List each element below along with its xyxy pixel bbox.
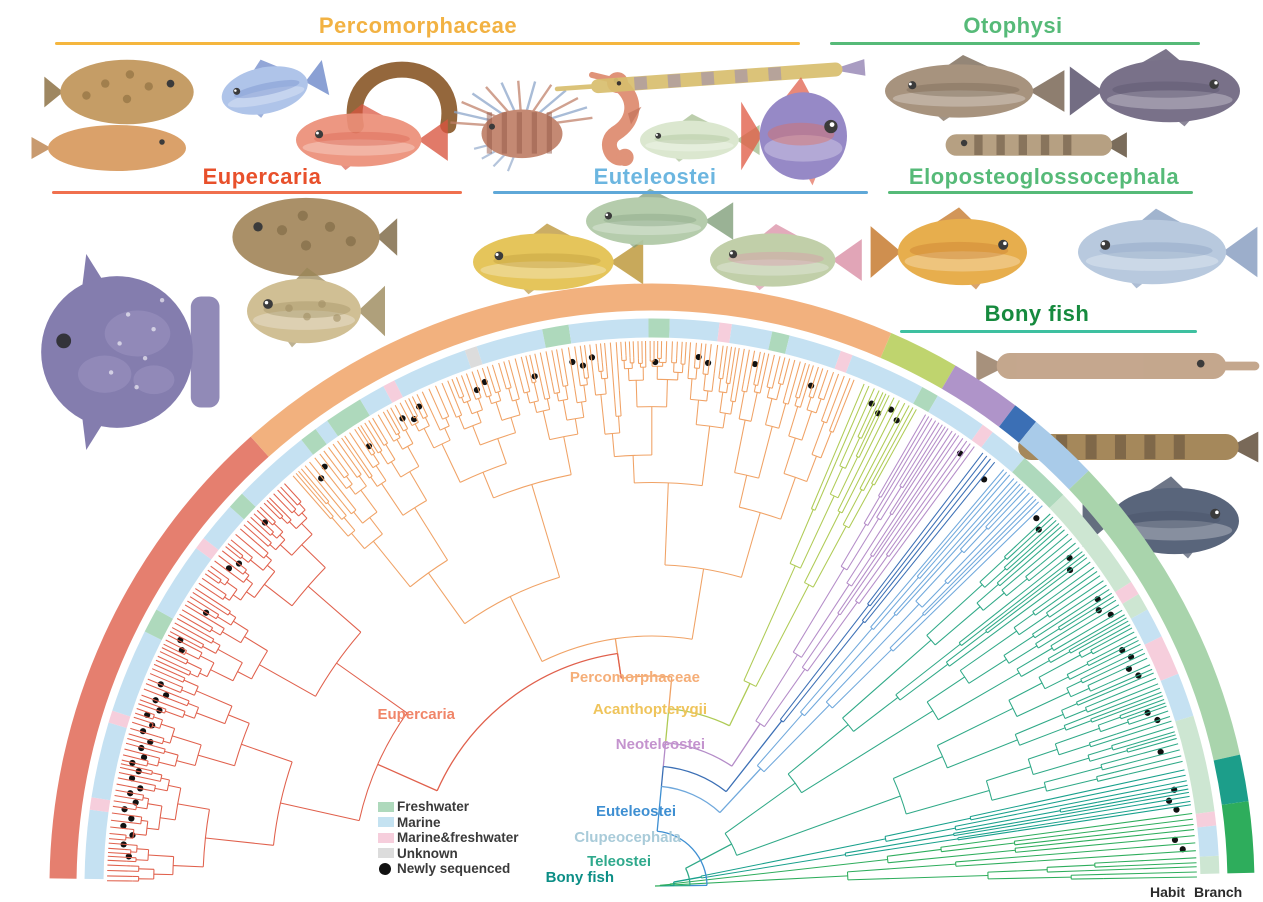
legend-color-swatch [378,832,394,843]
group-label-euteleostei: Euteleostei [593,164,717,189]
branch-caption: Branch [1194,884,1243,900]
clade-neoteleostei [755,414,975,728]
eel-illustration [346,61,458,134]
sole-illustration [31,125,186,171]
legend-item-label: Marine [397,814,441,830]
catfish-dark-illustration [1069,48,1240,127]
tarpon-illustration [1078,208,1258,289]
green-trout-illustration [586,188,734,249]
rainbow-trout-illustration [710,224,862,291]
group-label-eupercaria: Eupercaria [202,164,322,189]
group-label-eloposteoglossocephala: Eloposteoglossocephala [908,164,1180,189]
clade-teal-basal [700,769,1191,879]
pufferfish-illustration [247,267,385,348]
catfish-brown-illustration [885,55,1065,122]
clade-node-label-bonyfish: Bony fish [545,869,614,886]
clade-basal-green [669,812,1197,886]
clade-otocephala [724,513,1183,856]
legend-item-marine: Marine [378,815,519,831]
golden-trout-illustration [473,223,644,295]
legend-color-swatch [378,801,394,812]
legend-color-swatch [378,817,394,828]
group-underline-bonyfish [900,330,1197,333]
clade-percomorphaceae [292,341,855,662]
clade-stomiati [779,452,996,723]
group-label-bonyfish: Bony fish [984,301,1090,326]
opah-illustration [741,77,847,186]
clade-node-label-acanthopterygii: Acanthopterygii [592,701,707,718]
group-underline-otophysi [830,42,1200,45]
legend-item-label: Newly sequenced [397,861,511,876]
clade-node-label-percomorphaceae: Percomorphaceae [569,669,700,686]
legend: Freshwater Marine Marine&freshwater Unknown… [378,799,519,877]
legend-item-newly-sequenced: Newly sequenced [378,861,519,877]
habit-caption: Habit [1150,884,1185,900]
clade-eupercaria [107,483,408,882]
ocean-sunfish-illustration [41,253,220,451]
clade-node-label-neoteleostei: Neoteleostei [615,736,705,753]
clade-node-label-teleostei: Teleostei [587,853,651,870]
annotation-rings [49,283,1255,880]
legend-item-unknown: Unknown [378,846,519,862]
medaka-illustration [640,113,760,162]
monkfish-illustration [232,197,398,277]
pipefish-illustration [554,59,866,94]
legend-item-label: Freshwater [397,799,470,814]
clade-node-label-eupercaria: Eupercaria [377,706,455,723]
group-underline-eupercaria [52,191,462,194]
ribbonfish-illustration [221,59,330,118]
tree-backbone [377,638,783,887]
gar-illustration [976,350,1260,382]
legend-dot-swatch [379,862,391,875]
clade-node-label-euteleostei: Euteleostei [595,803,676,820]
group-label-percomorphaceae: Percomorphaceae [318,13,518,38]
clade-euteleostei [756,469,1043,773]
clade-acanthopterygii [743,383,917,687]
legend-item-label: Unknown [397,845,458,861]
group-underline-euteleostei [493,191,868,194]
group-label-otophysi: Otophysi [963,13,1063,38]
alfonsino-illustration [296,104,448,171]
fish-illustrations-layer [31,48,1260,559]
killifish-illustration [870,207,1027,290]
legend-item-freshwater: Freshwater [378,799,519,815]
legend-item-marine-freshwater: Marine&freshwater [378,830,519,846]
tree-branches [107,341,1197,887]
lionfish-illustration [450,80,593,172]
group-underline-percomorphaceae [55,42,800,45]
loach-illustration [945,132,1127,158]
group-underline-eloposteoglossocephala [888,191,1193,194]
legend-item-label: Marine&freshwater [397,830,519,845]
legend-color-swatch [378,848,394,859]
bichir-illustration [1018,431,1259,463]
ring-caption: Habit Branch [1150,884,1251,900]
flounder-illustration [44,59,194,125]
clade-node-label-clupeocephala: Clupeocephala [574,829,681,846]
